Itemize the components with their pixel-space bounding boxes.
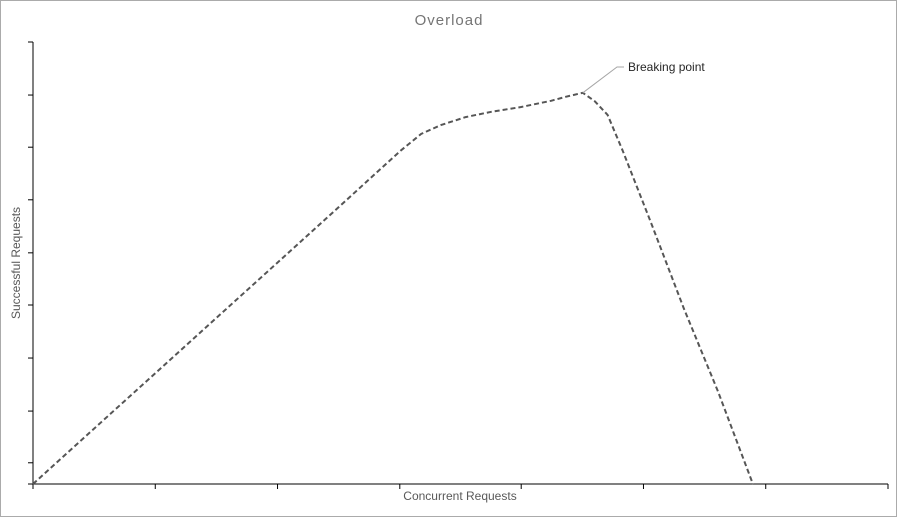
y-axis-label: Successful Requests [9,207,23,319]
axes [28,41,889,489]
chart-title: Overload [415,12,484,29]
annotation-leader-line [582,66,624,94]
breaking-point-annotation: Breaking point [582,60,705,94]
x-axis-ticks [32,484,889,489]
throughput-curve [32,91,754,485]
annotation-label: Breaking point [628,60,705,74]
x-axis-label: Concurrent Requests [403,489,516,503]
y-axis-ticks [28,41,33,485]
